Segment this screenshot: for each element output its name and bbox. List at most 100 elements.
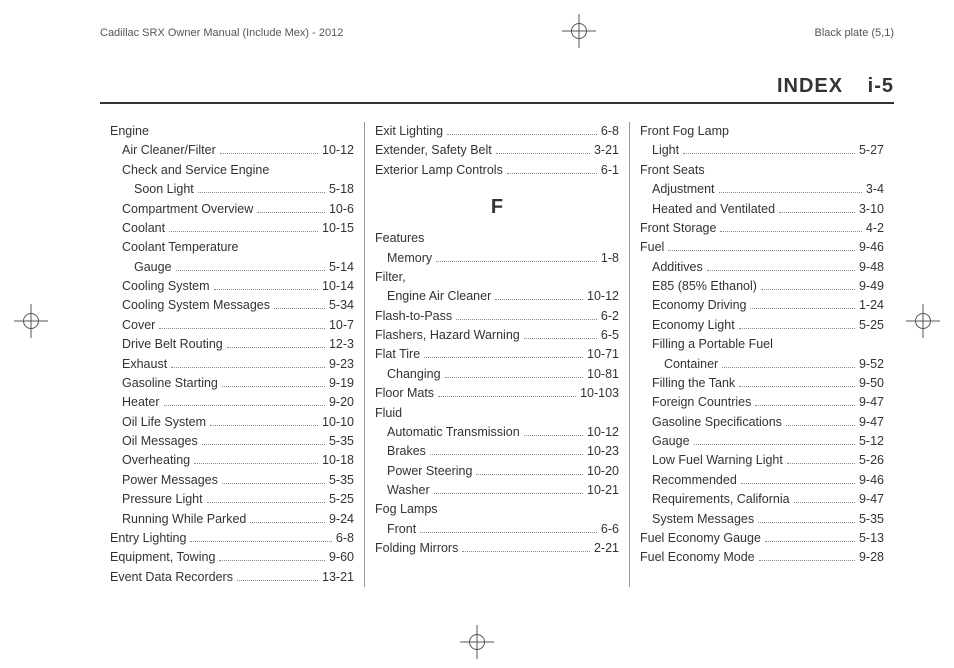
index-entry: Engine xyxy=(110,122,354,141)
index-entry-page: 5-35 xyxy=(859,510,884,529)
index-entry-label: Heater xyxy=(122,393,160,412)
index-entry-label: Filter, xyxy=(375,268,406,287)
index-entry-page: 5-12 xyxy=(859,432,884,451)
index-entry-page: 9-20 xyxy=(329,393,354,412)
index-entry-label: Fog Lamps xyxy=(375,500,438,519)
index-entry: Heated and Ventilated 3-10 xyxy=(640,200,884,219)
index-entry: Filter, xyxy=(375,268,619,287)
index-entry: Coolant Temperature xyxy=(110,238,354,257)
index-entry: Fuel9-46 xyxy=(640,238,884,257)
header-left: Cadillac SRX Owner Manual (Include Mex) … xyxy=(100,27,343,39)
index-entry: Brakes10-23 xyxy=(375,442,619,461)
section-heading: INDEX i-5 xyxy=(100,75,894,98)
index-entry: Foreign Countries9-47 xyxy=(640,393,884,412)
index-entry-page: 10-14 xyxy=(322,277,354,296)
index-entry-label: Exterior Lamp Controls xyxy=(375,161,503,180)
index-entry-page: 9-49 xyxy=(859,277,884,296)
leader-dots xyxy=(507,173,597,174)
registration-mark-top xyxy=(568,20,590,45)
index-entry-page: 9-23 xyxy=(329,355,354,374)
leader-dots xyxy=(741,483,855,484)
index-entry-page: 10-18 xyxy=(322,451,354,470)
index-entry: Entry Lighting 6-8 xyxy=(110,529,354,548)
index-entry-label: Gauge xyxy=(134,258,172,277)
leader-dots xyxy=(694,444,855,445)
index-entry-page: 9-46 xyxy=(859,471,884,490)
index-entry: Compartment Overview10-6 xyxy=(110,200,354,219)
leader-dots xyxy=(194,463,318,464)
index-entry: Event Data Recorders13-21 xyxy=(110,568,354,587)
index-entry-label: Light xyxy=(652,141,679,160)
leader-dots xyxy=(787,463,855,464)
index-entry-page: 6-8 xyxy=(336,529,354,548)
index-entry-label: Entry Lighting xyxy=(110,529,186,548)
index-entry: Power Messages5-35 xyxy=(110,471,354,490)
index-entry-label: Fuel Economy Mode xyxy=(640,548,755,567)
index-entry-label: Oil Messages xyxy=(122,432,198,451)
index-entry-label: Floor Mats xyxy=(375,384,434,403)
index-entry: Oil Messages 5-35 xyxy=(110,432,354,451)
index-entry: Check and Service Engine xyxy=(110,161,354,180)
index-entry-page: 12-3 xyxy=(329,335,354,354)
registration-mark-right xyxy=(912,310,934,337)
index-entry-page: 5-14 xyxy=(329,258,354,277)
index-entry-page: 10-6 xyxy=(329,200,354,219)
index-entry-label: Coolant xyxy=(122,219,165,238)
index-entry: Fluid xyxy=(375,404,619,423)
leader-dots xyxy=(719,192,862,193)
index-letter-heading: F xyxy=(375,192,619,223)
index-entry: Front Fog Lamp xyxy=(640,122,884,141)
leader-dots xyxy=(683,153,855,154)
index-entry-page: 6-5 xyxy=(601,326,619,345)
index-entry-label: Flat Tire xyxy=(375,345,420,364)
index-entry-label: Oil Life System xyxy=(122,413,206,432)
index-entry: Running While Parked9-24 xyxy=(110,510,354,529)
index-entry-label: Filling a Portable Fuel xyxy=(652,335,773,354)
index-entry-page: 5-25 xyxy=(859,316,884,335)
index-entry: Front Storage4-2 xyxy=(640,219,884,238)
index-entry-label: Flash-to-Pass xyxy=(375,307,452,326)
index-entry-page: 5-18 xyxy=(329,180,354,199)
leader-dots xyxy=(207,502,325,503)
index-entry: Light5-27 xyxy=(640,141,884,160)
index-entry-label: Economy Driving xyxy=(652,296,746,315)
index-entry-label: Cooling System Messages xyxy=(122,296,270,315)
index-entry-page: 1-8 xyxy=(601,249,619,268)
leader-dots xyxy=(524,435,583,436)
page-root: Cadillac SRX Owner Manual (Include Mex) … xyxy=(0,0,954,607)
index-entry-label: Exhaust xyxy=(122,355,167,374)
index-column-2: Exit Lighting6-8Extender, Safety Belt3-2… xyxy=(364,122,629,587)
index-entry-page: 10-7 xyxy=(329,316,354,335)
index-entry: System Messages5-35 xyxy=(640,510,884,529)
index-entry-label: Heated and Ventilated xyxy=(652,200,775,219)
index-entry: Cooling System Messages5-34 xyxy=(110,296,354,315)
index-entry-page: 5-35 xyxy=(329,471,354,490)
index-entry: Extender, Safety Belt 3-21 xyxy=(375,141,619,160)
index-entry-page: 3-21 xyxy=(594,141,619,160)
index-entry-label: Soon Light xyxy=(134,180,194,199)
index-entry-page: 9-60 xyxy=(329,548,354,567)
index-entry-page: 6-6 xyxy=(601,520,619,539)
index-entry-page: 10-20 xyxy=(587,462,619,481)
leader-dots xyxy=(436,261,597,262)
index-entry-label: E85 (85% Ethanol) xyxy=(652,277,757,296)
leader-dots xyxy=(214,289,318,290)
index-entry-page: 10-12 xyxy=(587,287,619,306)
index-entry: Drive Belt Routing12-3 xyxy=(110,335,354,354)
index-entry-label: Economy Light xyxy=(652,316,735,335)
index-entry: Adjustment3-4 xyxy=(640,180,884,199)
section-rule xyxy=(100,102,894,104)
index-entry-page: 5-35 xyxy=(329,432,354,451)
index-entry-label: Engine Air Cleaner xyxy=(387,287,491,306)
leader-dots xyxy=(447,134,597,135)
leader-dots xyxy=(476,474,583,475)
index-entry-page: 3-10 xyxy=(859,200,884,219)
index-entry-label: Extender, Safety Belt xyxy=(375,141,492,160)
leader-dots xyxy=(779,212,855,213)
leader-dots xyxy=(524,338,597,339)
index-entry-page: 3-4 xyxy=(866,180,884,199)
leader-dots xyxy=(274,308,325,309)
leader-dots xyxy=(739,328,855,329)
index-entry-label: Running While Parked xyxy=(122,510,246,529)
index-entry-label: Requirements, California xyxy=(652,490,790,509)
